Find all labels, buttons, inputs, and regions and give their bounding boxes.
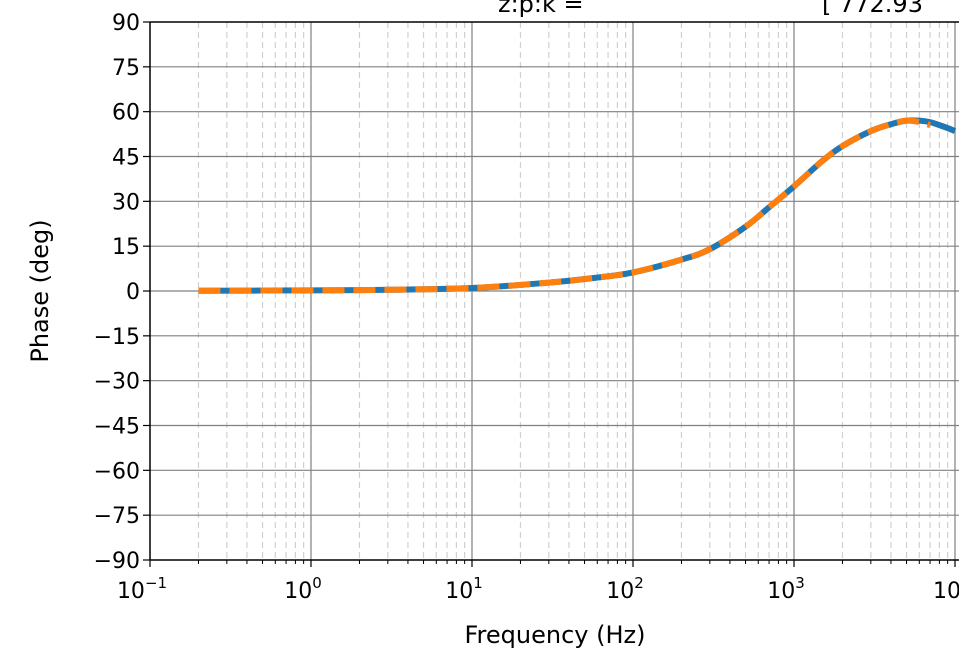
x-tick-label: 10−1 xyxy=(117,574,167,604)
y-tick-label: −60 xyxy=(94,459,140,484)
y-tick-label: −75 xyxy=(94,504,140,529)
chart-title-left: z:p:k = xyxy=(498,0,584,18)
y-tick-label: −45 xyxy=(94,415,140,440)
x-tick-label: 103 xyxy=(767,574,805,604)
y-axis-label: Phase (deg) xyxy=(26,219,54,362)
y-axis-ticks: 90 75 60 45 30 15 0 −15 −30 −45 −60 −75 −90 xyxy=(94,11,150,574)
y-tick-label: 30 xyxy=(112,190,140,215)
x-tick-label: 102 xyxy=(606,574,644,604)
y-tick-label: 75 xyxy=(112,56,140,81)
x-tick-label: 10 xyxy=(933,579,959,604)
x-axis-label: Frequency (Hz) xyxy=(465,621,646,649)
y-tick-label: 60 xyxy=(112,101,140,126)
y-tick-label: 45 xyxy=(112,146,140,171)
series-line-orange xyxy=(198,117,931,294)
y-tick-label: −90 xyxy=(94,549,140,574)
chart-title-right: [ 772.93 xyxy=(822,0,923,18)
y-tick-label: 90 xyxy=(112,11,140,36)
x-tick-label: 101 xyxy=(445,574,483,604)
y-tick-label: 15 xyxy=(112,235,140,260)
series-layer xyxy=(198,117,957,294)
x-tick-label: 100 xyxy=(284,574,322,604)
y-tick-label: −30 xyxy=(94,370,140,395)
y-tick-label: −15 xyxy=(94,325,140,350)
x-axis-ticks: 10−1 100 101 102 103 10 xyxy=(117,560,959,604)
y-tick-label: 0 xyxy=(126,280,140,305)
